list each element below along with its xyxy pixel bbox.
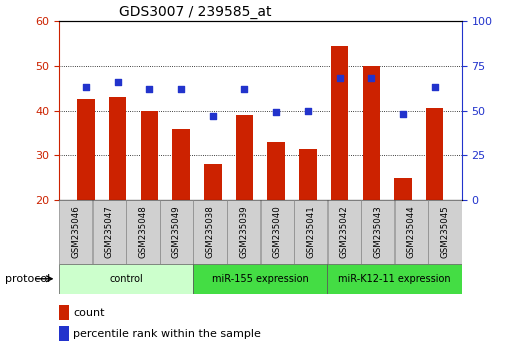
Text: control: control [109, 274, 143, 284]
Bar [428, 200, 462, 264]
Bar [227, 200, 260, 264]
Bar [327, 264, 462, 294]
Text: GSM235044: GSM235044 [407, 205, 416, 258]
Text: GSM235049: GSM235049 [172, 206, 181, 258]
Text: GSM235045: GSM235045 [441, 205, 449, 258]
Bar [294, 200, 327, 264]
Text: GSM235043: GSM235043 [373, 205, 382, 258]
Point [272, 110, 280, 115]
Bar [59, 264, 193, 294]
Bar [77, 99, 95, 200]
Bar [172, 129, 190, 200]
Bar [109, 97, 126, 200]
Text: GDS3007 / 239585_at: GDS3007 / 239585_at [120, 5, 272, 19]
Bar [160, 200, 193, 264]
Text: GSM235040: GSM235040 [272, 205, 282, 258]
Point [177, 86, 185, 92]
Point [113, 79, 122, 85]
Point [145, 86, 153, 92]
Bar [331, 46, 348, 200]
Bar [328, 200, 361, 264]
Text: percentile rank within the sample: percentile rank within the sample [73, 329, 261, 339]
Bar [267, 142, 285, 200]
Bar [59, 326, 69, 341]
Bar [126, 200, 160, 264]
Bar [361, 200, 394, 264]
Bar [394, 178, 412, 200]
Text: miR-155 expression: miR-155 expression [212, 274, 309, 284]
Bar [193, 200, 227, 264]
Bar [93, 200, 126, 264]
Bar [193, 264, 327, 294]
Bar [141, 110, 158, 200]
Bar [261, 200, 294, 264]
Bar [394, 200, 428, 264]
Text: GSM235041: GSM235041 [306, 205, 315, 258]
Point [209, 113, 217, 119]
Text: count: count [73, 308, 105, 318]
Bar [299, 149, 317, 200]
Text: miR-K12-11 expression: miR-K12-11 expression [338, 274, 451, 284]
Text: GSM235048: GSM235048 [139, 205, 147, 258]
Bar [59, 305, 69, 320]
Bar [204, 164, 222, 200]
Point [399, 112, 407, 117]
Point [367, 76, 376, 81]
Text: GSM235047: GSM235047 [105, 205, 114, 258]
Point [82, 85, 90, 90]
Text: protocol: protocol [5, 274, 50, 284]
Bar [363, 66, 380, 200]
Text: GSM235038: GSM235038 [206, 205, 214, 258]
Text: GSM235042: GSM235042 [340, 205, 349, 258]
Point [336, 76, 344, 81]
Point [430, 85, 439, 90]
Bar [426, 108, 443, 200]
Bar [59, 200, 92, 264]
Point [304, 108, 312, 113]
Point [241, 86, 249, 92]
Text: GSM235046: GSM235046 [71, 205, 80, 258]
Text: GSM235039: GSM235039 [239, 206, 248, 258]
Bar [236, 115, 253, 200]
